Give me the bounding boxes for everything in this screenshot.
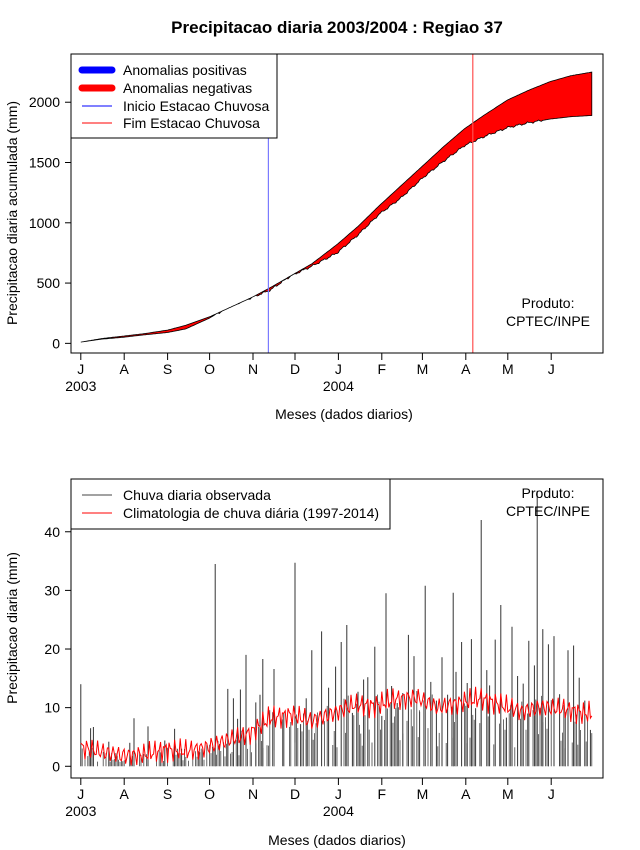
top-y-tick-label: 1000 <box>29 215 60 231</box>
top-x-tick-label: D <box>290 361 300 377</box>
bottom-x-tick-label: A <box>120 786 130 802</box>
legend-label-onset: Inicio Estacao Chuvosa <box>123 98 270 114</box>
bottom-y-tick-label: 20 <box>44 641 60 657</box>
bottom-y-axis: 0 10 20 30 40 <box>44 524 72 774</box>
legend-label-observed: Chuva diaria observada <box>123 487 271 503</box>
top-y-axis-label: Precipitacao diaria acumulada (mm) <box>4 101 20 325</box>
bottom-y-tick-label: 0 <box>52 758 60 774</box>
bottom-observed-bars <box>80 490 593 767</box>
top-x-tick-label: F <box>378 361 387 377</box>
bottom-x-axis-label: Meses (dados diarios) <box>268 832 406 848</box>
top-annotation-line1: Produto: <box>522 295 575 311</box>
top-x-tick-label: A <box>461 361 471 377</box>
top-x-tick-label: N <box>248 361 258 377</box>
top-x-tick-label: J <box>335 361 342 377</box>
climatology-line <box>80 686 593 766</box>
bottom-x-tick-label: A <box>461 786 471 802</box>
bottom-legend: Chuva diaria observada Climatologia de c… <box>70 478 391 530</box>
bottom-legend-box <box>70 478 391 530</box>
top-x-tick-label: M <box>417 361 429 377</box>
bottom-x-tick-label: J <box>77 786 84 802</box>
top-x-tick-label: M <box>502 361 514 377</box>
bottom-annotation-line1: Produto: <box>522 485 575 501</box>
top-chart-title: Precipitacao diaria 2003/2004 : Regiao 3… <box>171 18 503 37</box>
top-x-tick-label: J <box>77 361 84 377</box>
bottom-y-tick-label: 40 <box>44 524 60 540</box>
bottom-x-tick-label: M <box>417 786 429 802</box>
top-season-lines <box>267 54 474 353</box>
bottom-y-tick-label: 30 <box>44 582 60 598</box>
legend-label-end: Fim Estacao Chuvosa <box>123 115 260 131</box>
bottom-x-tick-label: F <box>378 786 387 802</box>
top-anomaly-area <box>80 71 593 343</box>
bottom-year-label: 2003 <box>65 803 96 819</box>
top-legend: Anomalias positivas Anomalias negativas … <box>70 53 278 139</box>
top-year-label: 2003 <box>65 378 96 394</box>
top-x-axis-label: Meses (dados diarios) <box>275 406 413 422</box>
top-y-tick-label: 0 <box>52 335 60 351</box>
top-y-tick-label: 500 <box>37 275 61 291</box>
bottom-x-tick-label: J <box>335 786 342 802</box>
bottom-x-tick-label: M <box>502 786 514 802</box>
top-x-tick-label: S <box>163 361 172 377</box>
bottom-y-tick-label: 10 <box>44 700 60 716</box>
bottom-x-tick-label: S <box>163 786 172 802</box>
bottom-y-axis-label: Precipitacao diaria (mm) <box>4 552 20 704</box>
bottom-x-tick-label: N <box>248 786 258 802</box>
bottom-year-label: 2004 <box>323 803 354 819</box>
bottom-annotation-line2: CPTEC/INPE <box>506 503 590 519</box>
bottom-x-tick-label: D <box>290 786 300 802</box>
top-x-tick-label: J <box>548 361 555 377</box>
bottom-x-tick-label: J <box>548 786 555 802</box>
legend-label-positive: Anomalias positivas <box>123 62 247 78</box>
top-year-label: 2004 <box>323 378 354 394</box>
top-y-axis: 0 500 1000 1500 2000 <box>29 94 72 351</box>
bottom-x-tick-label: O <box>204 786 215 802</box>
top-x-tick-label: A <box>120 361 130 377</box>
legend-label-climatology: Climatologia de chuva diária (1997-2014) <box>123 505 379 521</box>
legend-label-negative: Anomalias negativas <box>123 80 252 96</box>
bottom-climatology-line <box>80 686 593 766</box>
top-x-tick-label: O <box>204 361 215 377</box>
top-y-tick-label: 1500 <box>29 155 60 171</box>
negative-anomaly-region <box>80 71 593 343</box>
top-y-tick-label: 2000 <box>29 94 60 110</box>
top-annotation-line2: CPTEC/INPE <box>506 313 590 329</box>
